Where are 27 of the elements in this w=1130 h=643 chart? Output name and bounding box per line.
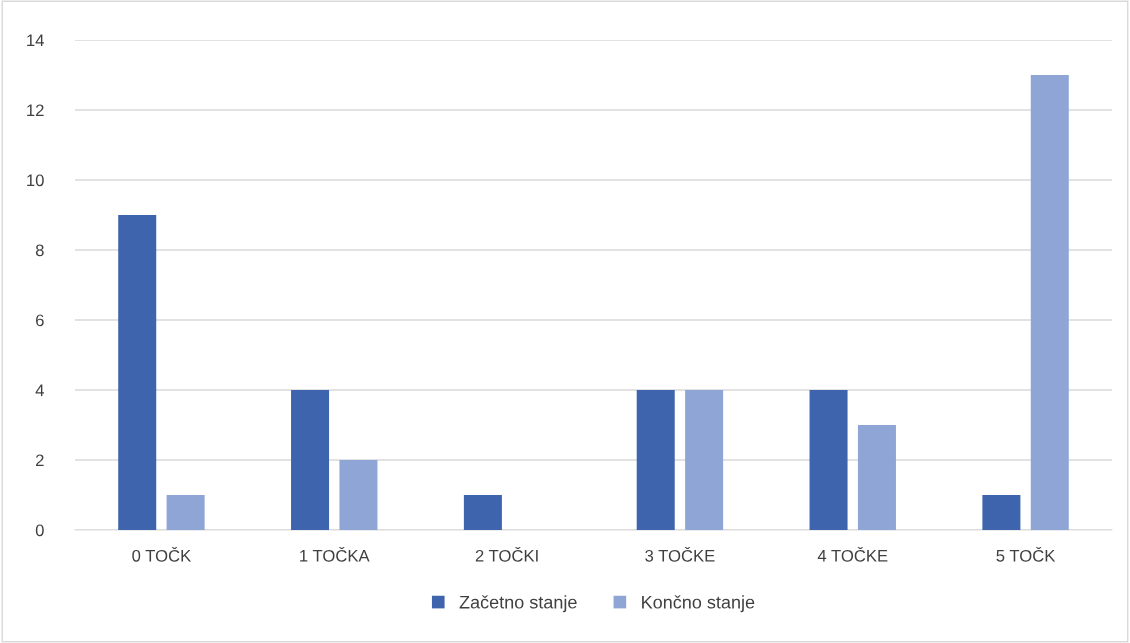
x-tick-label: 1 TOČKA: [300, 546, 370, 562]
bar: [463, 495, 502, 530]
x-tick-label: 0 TOČK: [132, 546, 192, 562]
y-tick-label: 14: [27, 34, 44, 47]
y-tick-label: 8: [35, 244, 44, 257]
legend-label: Začetno stanje: [459, 595, 577, 613]
bar: [685, 390, 724, 530]
bar: [166, 495, 205, 530]
y-tick-label: 2: [36, 454, 44, 467]
y-tick-label: 6: [36, 314, 44, 327]
y-tick-label: 10: [27, 174, 44, 187]
bar: [291, 390, 330, 530]
bar: [857, 425, 896, 530]
bar: [1030, 75, 1069, 530]
legend-label: Končno stanje: [642, 595, 755, 613]
x-tick-label: 5 TOČK: [996, 546, 1056, 562]
x-tick-label: 4 TOČKE: [817, 546, 888, 562]
bar: [636, 390, 675, 530]
bar: [809, 390, 848, 530]
y-tick-label: 0: [35, 524, 44, 537]
bar: [982, 495, 1021, 530]
y-tick-label: 4: [35, 384, 44, 397]
bar: [339, 460, 378, 530]
bar: [118, 215, 157, 530]
x-tick-label: 2 TOČKI: [475, 546, 538, 562]
x-tick-label: 3 TOČKE: [645, 546, 715, 562]
y-tick-label: 12: [27, 104, 44, 117]
